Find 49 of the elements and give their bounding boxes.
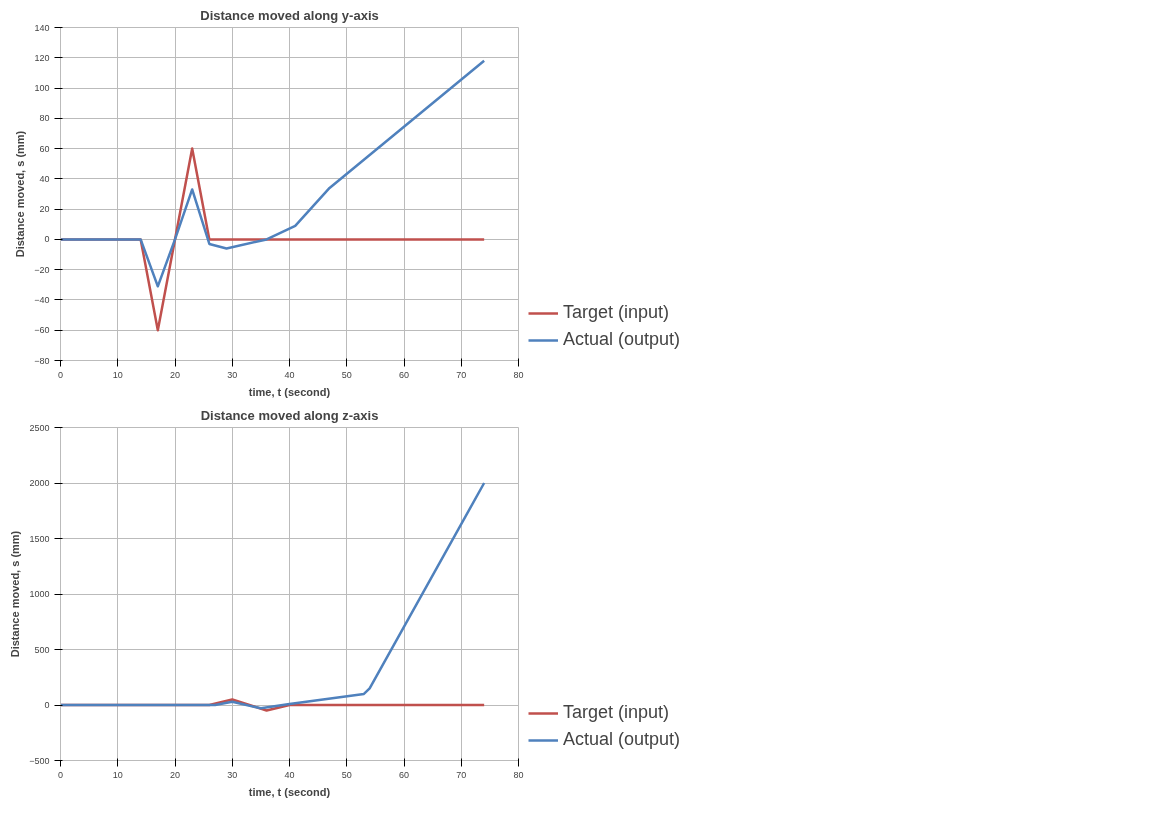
x-tick-label: 50 — [341, 769, 352, 780]
x-tick-label: 30 — [227, 769, 238, 780]
x-tick-label: 70 — [456, 369, 467, 380]
x-tick-label: 20 — [169, 769, 181, 780]
x-tick-label: 60 — [398, 769, 410, 780]
line-series — [60, 59, 486, 288]
x-tick-label: 0 — [58, 369, 64, 380]
y-tick-label: 2500 — [29, 422, 50, 433]
y-tick-label: 2000 — [29, 478, 50, 488]
x-tick-label: 40 — [284, 769, 295, 780]
chart-title: Distance moved along z-axis — [200, 407, 379, 423]
x-tick-label: 30 — [227, 369, 238, 380]
y-axis-title: Distance moved, s (mm) — [14, 130, 27, 258]
y-tick-label: −500 — [29, 755, 50, 766]
legend-label: Target (input) — [563, 702, 670, 723]
y-tick-label: −20 — [34, 264, 50, 275]
y-tick-label: 0 — [44, 234, 50, 245]
y-tick-label: 80 — [39, 113, 50, 124]
y-axis-title: Distance moved, s (mm) — [9, 530, 22, 658]
legend-label: Actual (output) — [563, 329, 681, 350]
y-tick-label: 0 — [44, 700, 50, 710]
x-axis-title: time, t (second) — [248, 785, 331, 798]
y-tick-label: 120 — [34, 52, 50, 63]
x-tick-label: 80 — [513, 769, 524, 780]
x-tick-label: 20 — [169, 369, 181, 380]
y-tick-label: −60 — [34, 325, 50, 336]
legend-label: Target (input) — [563, 302, 670, 323]
y-tick-label: −40 — [34, 294, 50, 305]
x-tick-label: 70 — [456, 769, 467, 780]
x-tick-label: 10 — [112, 369, 123, 380]
line-series — [60, 481, 486, 710]
x-axis-title: time, t (second) — [248, 385, 331, 398]
x-tick-label: 50 — [341, 369, 352, 380]
y-tick-label: 1500 — [29, 533, 50, 544]
y-tick-label: 100 — [34, 83, 50, 94]
y-tick-label: −80 — [34, 355, 50, 366]
x-tick-label: 60 — [398, 369, 410, 380]
x-tick-label: 0 — [58, 769, 64, 780]
x-tick-label: 40 — [284, 369, 295, 380]
y-tick-label: 40 — [39, 173, 50, 184]
y-tick-label: 20 — [39, 204, 50, 215]
y-tick-label: 140 — [34, 22, 50, 33]
y-tick-label: 500 — [34, 644, 50, 655]
chart-title: Distance moved along y-axis — [200, 7, 379, 23]
x-tick-label: 80 — [513, 369, 524, 380]
y-tick-label: 60 — [39, 143, 50, 154]
x-tick-label: 10 — [112, 769, 123, 780]
legend-label: Actual (output) — [563, 729, 681, 750]
y-tick-label: 1000 — [29, 589, 50, 599]
